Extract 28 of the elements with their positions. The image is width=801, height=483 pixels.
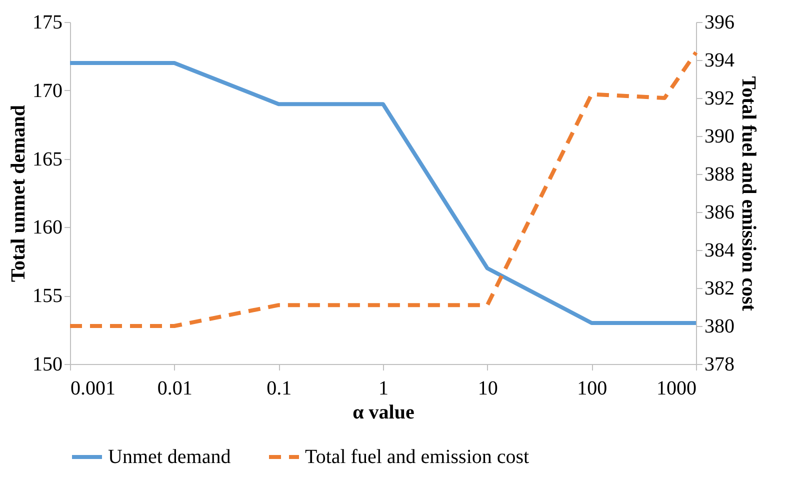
y2-tick-label: 378 [704, 354, 734, 376]
x-tick-label: 1 [378, 378, 388, 400]
legend-label: Total fuel and emission cost [305, 446, 530, 468]
y-tick-label: 175 [32, 12, 62, 34]
y2-tick-label: 390 [704, 126, 734, 148]
y2-tick-label: 384 [704, 240, 734, 262]
y2-tick-label: 386 [704, 202, 734, 224]
y-axis-title: Total unmet demand [8, 104, 30, 282]
y-tick-label: 160 [32, 216, 62, 239]
x-tick-label: 10 [478, 378, 498, 400]
y-tick-label: 170 [32, 80, 62, 102]
y-tick-label: 155 [32, 285, 62, 308]
y2-axis-title: Total fuel and emission cost [738, 76, 760, 312]
y-tick-label: 165 [32, 148, 62, 170]
x-axis-title: α value [352, 402, 414, 424]
x-tick-label: 100 [577, 378, 608, 400]
x-tick-label: 0.001 [70, 378, 116, 400]
x-tick-label: 0.1 [266, 378, 292, 400]
x-tick-label: 1000 [656, 378, 696, 400]
legend-label: Unmet demand [108, 446, 231, 468]
y2-tick-label: 382 [704, 278, 734, 300]
y2-tick-label: 396 [704, 12, 734, 34]
y2-tick-label: 380 [704, 316, 734, 338]
y2-tick-label: 388 [704, 164, 734, 186]
y2-tick-label: 392 [704, 88, 734, 110]
y2-tick-label: 394 [704, 50, 734, 72]
y-tick-label: 150 [32, 354, 62, 376]
x-tick-label: 0.01 [157, 378, 192, 400]
